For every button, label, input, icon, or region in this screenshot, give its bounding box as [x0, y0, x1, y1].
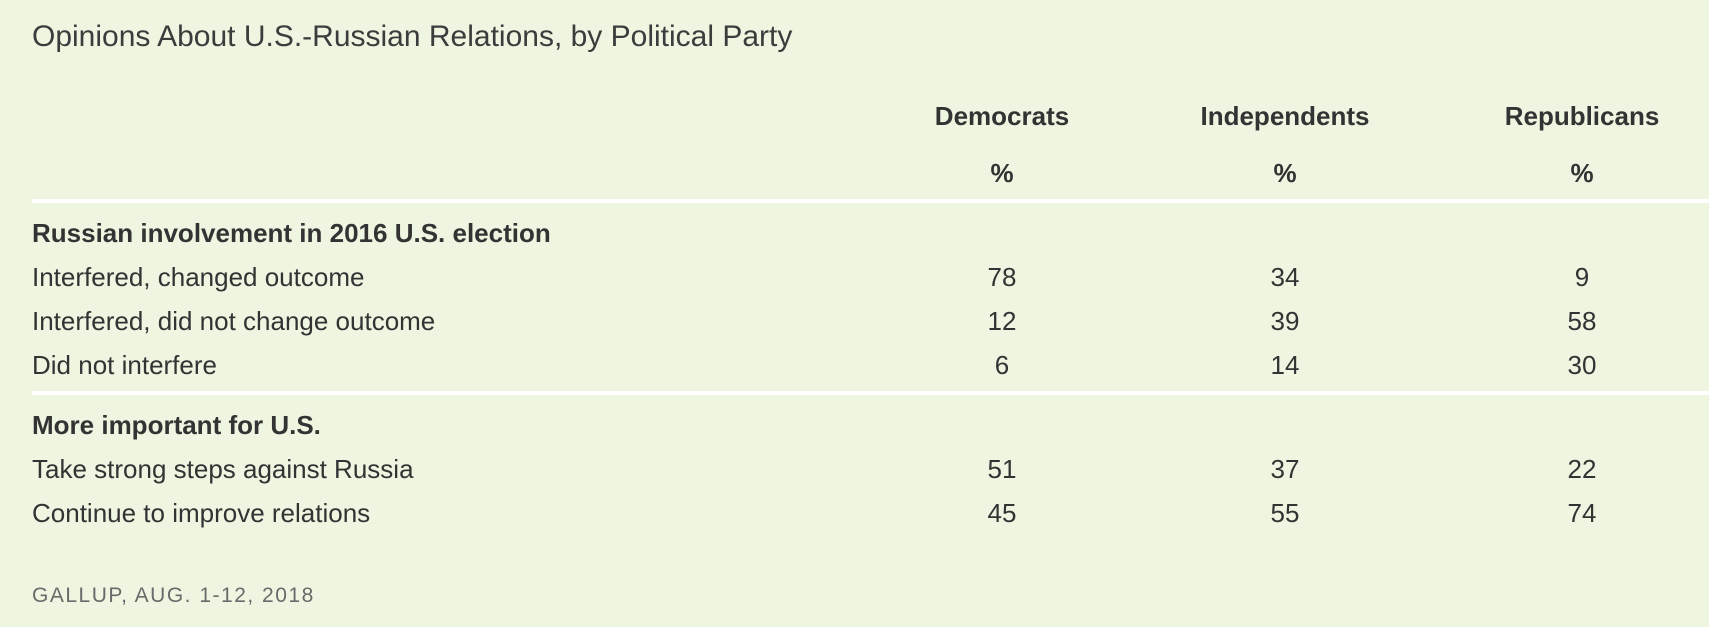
column-unit-democrats: % — [990, 158, 1014, 188]
column-header-republicans: Republicans — [1504, 101, 1660, 131]
table-cell: 14 — [1270, 350, 1300, 380]
table-cell: 58 — [1567, 306, 1597, 336]
row-label: Did not interfere — [32, 350, 217, 380]
table-cell: 12 — [987, 306, 1017, 336]
row-label: Interfered, did not change outcome — [32, 306, 436, 336]
table-cell: 78 — [987, 262, 1017, 292]
table-cell: 6 — [994, 350, 1010, 380]
table-cell: 34 — [1270, 262, 1300, 292]
header-divider — [32, 199, 1709, 203]
table-cell: 51 — [987, 454, 1017, 484]
source-note: GALLUP, AUG. 1-12, 2018 — [32, 584, 315, 607]
column-header-independents: Independents — [1200, 101, 1370, 131]
table-title: Opinions About U.S.-Russian Relations, b… — [32, 20, 793, 53]
row-label: Take strong steps against Russia — [32, 454, 414, 484]
table-cell: 39 — [1270, 306, 1300, 336]
section-divider — [32, 391, 1709, 395]
table-cell: 45 — [987, 498, 1017, 528]
row-label: Continue to improve relations — [32, 498, 371, 528]
table-cell: 74 — [1567, 498, 1597, 528]
table-cell: 22 — [1567, 454, 1597, 484]
row-label: Interfered, changed outcome — [32, 262, 365, 292]
table-cell: 9 — [1574, 262, 1590, 292]
column-header-democrats: Democrats — [934, 101, 1070, 131]
column-unit-republicans: % — [1570, 158, 1594, 188]
table-cell: 37 — [1270, 454, 1300, 484]
table-cell: 55 — [1270, 498, 1300, 528]
section-label: More important for U.S. — [32, 410, 321, 440]
column-unit-independents: % — [1273, 158, 1297, 188]
section-label: Russian involvement in 2016 U.S. electio… — [32, 218, 551, 248]
table-cell: 30 — [1567, 350, 1597, 380]
